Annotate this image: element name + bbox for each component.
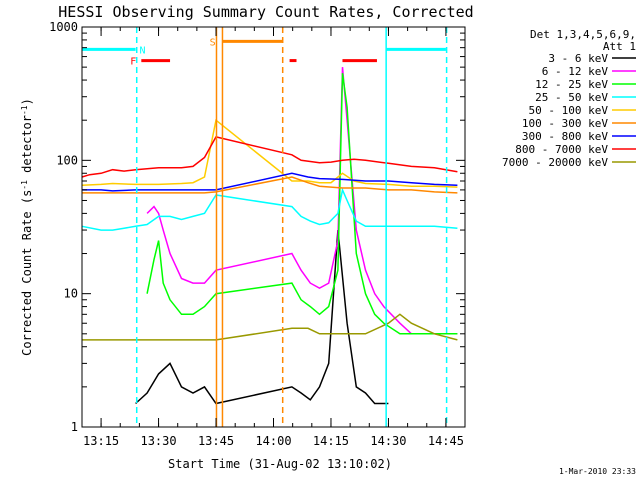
legend-label-25-50-kev: 25 - 50 keV xyxy=(535,91,608,104)
flag-label-s: S xyxy=(210,37,216,48)
x-tick-label-14-45: 14:45 xyxy=(428,434,464,448)
x-tick-label-14-30: 14:30 xyxy=(370,434,406,448)
axes-layer: 13:15 13:30 13:45 14:00 14:15 14:30 14:45 1 10 10… xyxy=(49,20,465,448)
flag-label-f: F xyxy=(130,57,136,68)
y-axis-label: Corrected Count Rate (s-1 detector-1) xyxy=(20,98,35,356)
x-axis-label: Start Time (31-Aug-02 13:10:02) xyxy=(168,457,392,471)
legend-label-6-12-kev: 6 - 12 keV xyxy=(542,65,609,78)
series-line-50-100-kev xyxy=(81,118,458,188)
series-layer xyxy=(81,67,458,405)
legend-label-3-6-kev: 3 - 6 keV xyxy=(548,52,608,65)
legend-label-50-100-kev: 50 - 100 keV xyxy=(529,104,609,117)
y-tick-label-1000: 1000 xyxy=(49,20,78,34)
y-axis-label-main: Corrected Count Rate (s xyxy=(20,190,34,356)
legend-label-12-25-kev: 12 - 25 keV xyxy=(535,78,608,91)
y-axis-label-end: ) xyxy=(20,98,34,105)
legend-label-7000-20000-kev: 7000 - 20000 keV xyxy=(502,156,608,169)
series-line-300-800-kev xyxy=(82,172,458,192)
y-axis-label-mid: detector xyxy=(20,115,34,180)
legend-label-800-7000-kev: 800 - 7000 keV xyxy=(515,143,608,156)
flag-label-n: N xyxy=(139,45,145,56)
y-tick-label-100: 100 xyxy=(56,153,78,167)
series-line-7000-20000-kev xyxy=(82,313,458,341)
y-tick-label-1: 1 xyxy=(71,420,78,434)
legend-header-line-1: Det 1,3,4,5,6,9, xyxy=(530,28,636,41)
x-tick-label-14-15: 14:15 xyxy=(313,434,349,448)
flag-bars-layer: FN S xyxy=(82,37,446,68)
series-line-800-7000-kev xyxy=(81,136,458,178)
y-axis-label-exp1: -1 xyxy=(20,180,29,190)
y-axis-label-exp2: -1 xyxy=(20,105,29,115)
x-tick-label-13-30: 13:30 xyxy=(140,434,176,448)
series-line-3-6-kev xyxy=(135,230,389,405)
flag-lines-layer xyxy=(135,27,448,427)
series-line-100-300-kev xyxy=(82,176,458,194)
legend-label-100-300-kev: 100 - 300 keV xyxy=(522,117,608,130)
chart-title: HESSI Observing Summary Count Rates, Cor… xyxy=(58,3,473,21)
legend-header-line-2: Att 1 xyxy=(603,40,636,53)
y-tick-label-10: 10 xyxy=(64,287,78,301)
x-tick-label-14-00: 14:00 xyxy=(255,434,291,448)
series-line-12-25-kev xyxy=(146,73,458,335)
footer-timestamp: 1-Mar-2010 23:33 xyxy=(559,467,636,476)
x-tick-label-13-45: 13:45 xyxy=(198,434,234,448)
series-line-6-12-kev xyxy=(146,67,458,335)
x-tick-label-13-15: 13:15 xyxy=(83,434,119,448)
legend-label-300-800-kev: 300 - 800 keV xyxy=(522,130,608,143)
series-line-25-50-kev xyxy=(81,187,458,231)
